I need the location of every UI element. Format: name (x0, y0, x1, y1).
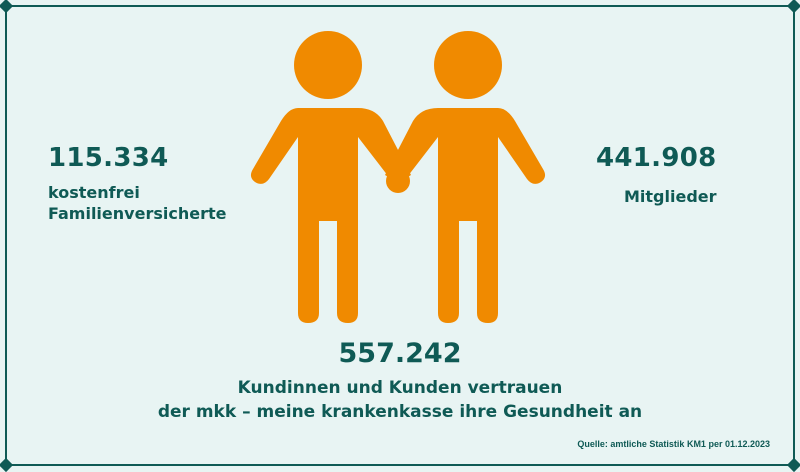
corner-diamond-top-left (0, 0, 14, 14)
family-insured-count: 115.334 (48, 143, 169, 173)
left-person-head (294, 31, 362, 99)
joined-hands (386, 169, 410, 193)
members-count: 441.908 (596, 143, 717, 173)
corner-diamond-top-right (786, 0, 800, 14)
members-label: Mitglieder (624, 187, 717, 206)
two-people-holding-hands-icon (250, 31, 546, 323)
frame-top-line (6, 5, 794, 7)
total-caption-line1: Kundinnen und Kunden vertrauen (237, 378, 563, 398)
family-insured-label: kostenfrei Familienversicherte (48, 182, 226, 224)
total-customers-count: 557.242 (338, 338, 462, 369)
total-caption-line2: der mkk – meine krankenkasse ihre Gesund… (157, 402, 643, 422)
corner-diamond-bottom-right (786, 457, 800, 472)
frame-left-line (5, 6, 7, 465)
left-person-body (250, 108, 411, 323)
frame-right-line (793, 6, 795, 465)
right-person-body (385, 108, 546, 323)
family-insured-label-line2: Familienversicherte (48, 204, 227, 223)
family-insured-label-line1: kostenfrei (48, 183, 140, 202)
source-note: Quelle: amtliche Statistik KM1 per 01.12… (577, 439, 770, 449)
corner-diamond-bottom-left (0, 457, 14, 472)
frame-bottom-line (6, 464, 794, 466)
right-person-head (434, 31, 502, 99)
total-customers-caption: Kundinnen und Kunden vertrauen der mkk –… (0, 376, 800, 424)
